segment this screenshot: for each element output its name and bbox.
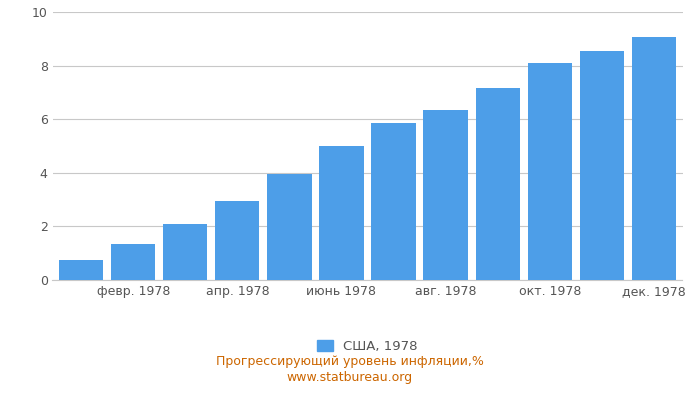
Bar [215, 201, 260, 280]
Bar [111, 244, 155, 280]
Bar [631, 38, 676, 280]
Bar [475, 88, 520, 280]
Bar [424, 110, 468, 280]
Text: www.statbureau.org: www.statbureau.org [287, 372, 413, 384]
Bar [319, 146, 363, 280]
Legend: США, 1978: США, 1978 [317, 340, 418, 353]
Bar [580, 51, 624, 280]
Bar [372, 123, 416, 280]
Bar [528, 63, 572, 280]
Bar [59, 260, 104, 280]
Bar [163, 224, 207, 280]
Text: Прогрессирующий уровень инфляции,%: Прогрессирующий уровень инфляции,% [216, 356, 484, 368]
Bar [267, 174, 312, 280]
